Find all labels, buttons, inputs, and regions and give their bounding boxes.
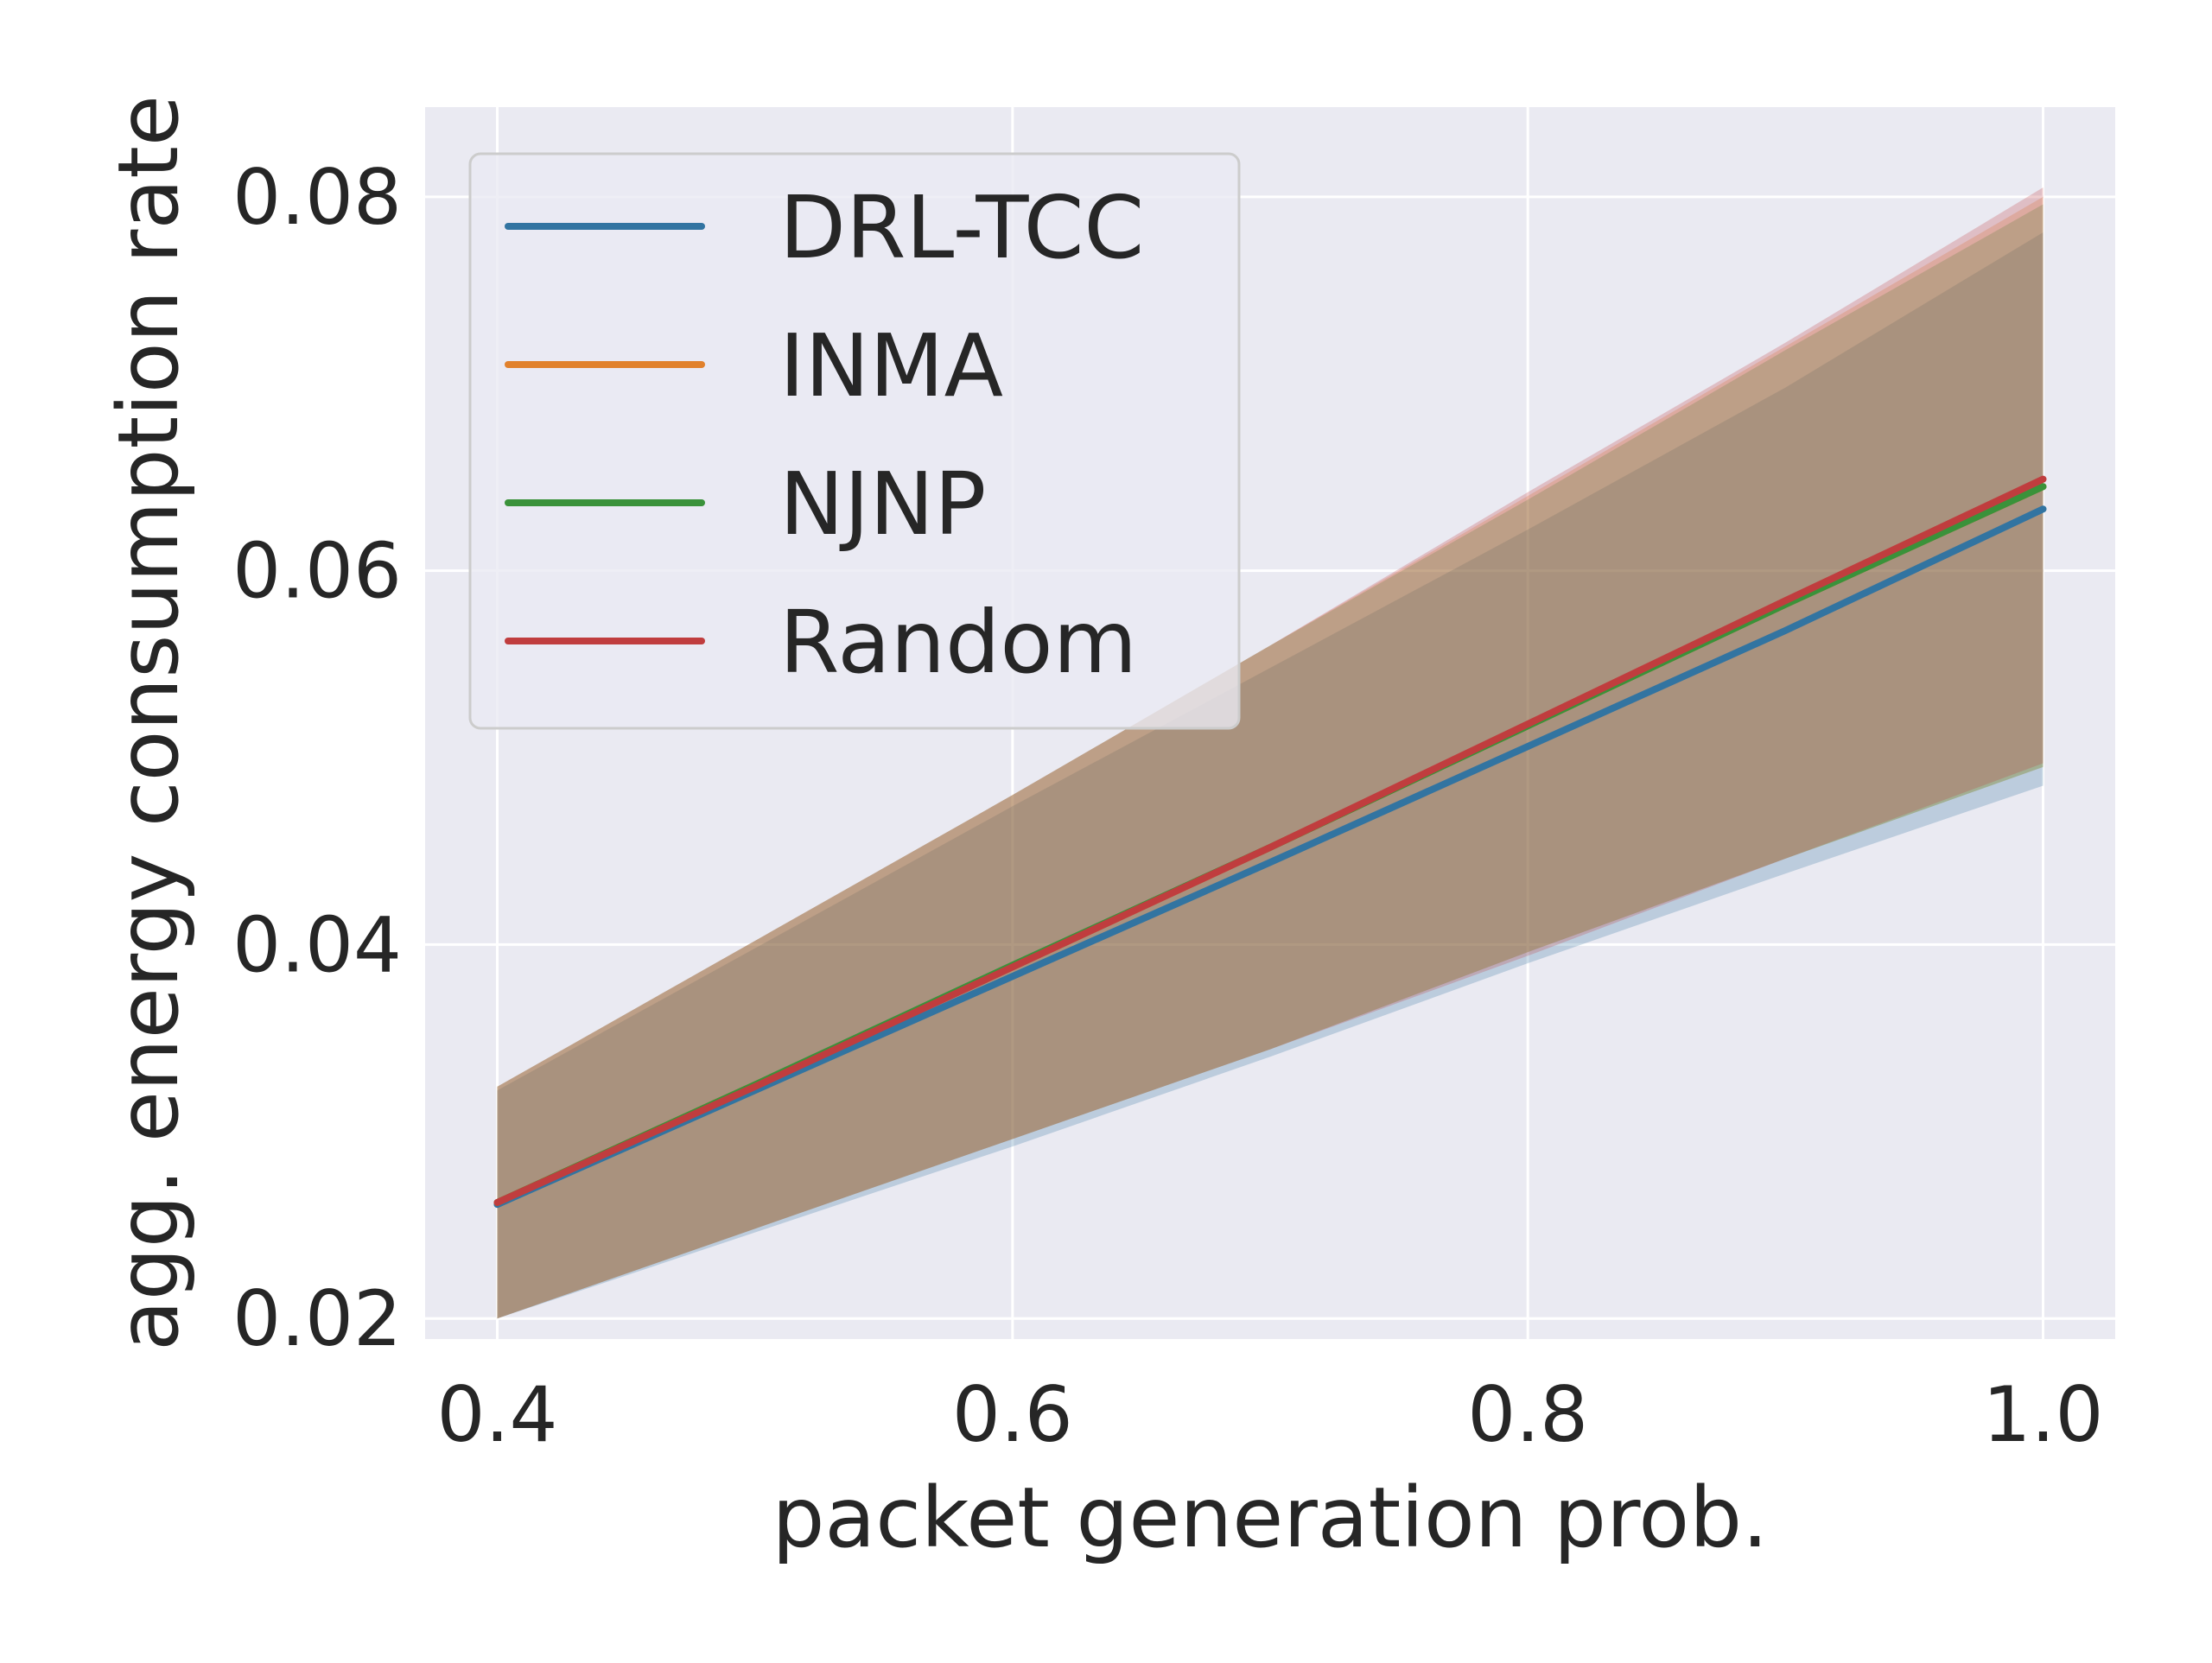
- band-njnp: [497, 204, 2044, 1319]
- legend-label: NJNP: [779, 454, 986, 555]
- line-random: [493, 475, 2047, 1207]
- band-drl-tcc: [497, 232, 2044, 1319]
- x-tick-label: 0.8: [1467, 1370, 1588, 1459]
- x-tick-label: 1.0: [1983, 1370, 2104, 1459]
- legend-label: Random: [779, 592, 1137, 693]
- y-axis-label: agg. energy consumption rate: [100, 95, 197, 1351]
- x-axis-label: packet generation prob.: [772, 1469, 1768, 1566]
- x-tick-label: 0.4: [437, 1370, 558, 1459]
- y-tick-label: 0.08: [232, 153, 402, 242]
- x-tick-label: 0.6: [952, 1370, 1073, 1459]
- y-tick-label: 0.04: [232, 900, 402, 989]
- series-lines: [493, 475, 2047, 1209]
- legend-box: [468, 152, 1241, 730]
- legend: DRL-TCC INMA NJNP Random: [468, 152, 1241, 730]
- tick-labels: 0.4 0.6 0.8 1.0 0.02 0.04 0.06 0.08: [232, 153, 2103, 1459]
- y-tick-label: 0.02: [232, 1274, 402, 1363]
- legend-label: DRL-TCC: [779, 177, 1144, 278]
- band-inma: [497, 196, 2044, 1319]
- y-tick-label: 0.06: [232, 527, 402, 616]
- legend-label: INMA: [779, 315, 1003, 416]
